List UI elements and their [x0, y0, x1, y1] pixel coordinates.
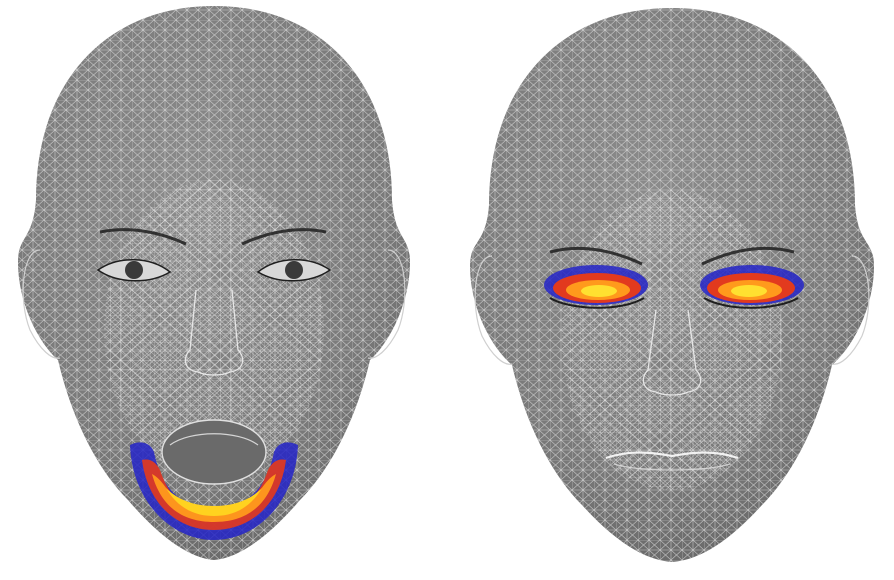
left-head-eye-right: [256, 259, 332, 282]
left-head-ear-left: [22, 249, 61, 359]
right-head-nose: [642, 309, 702, 396]
right-head-ear-left: [474, 255, 513, 365]
left-head-eye-left: [96, 259, 172, 282]
right-head-ear-right: [831, 255, 870, 365]
left-head-ear-right: [367, 249, 406, 359]
left-head-brow-right: [241, 228, 327, 246]
left-head-mouth-open: [161, 419, 267, 485]
left-head-brow-left: [99, 228, 187, 246]
right-head-brow-left: [549, 246, 643, 266]
right-head-mouth-closed: [605, 451, 739, 460]
left-head-heatmap-jaw: [130, 442, 298, 540]
left-head-nose: [184, 289, 244, 376]
right-head-heatmap-eye-left: [544, 265, 648, 309]
right-head-heatmap-eye-right: [700, 265, 804, 309]
left-head-wireframe: [18, 6, 410, 560]
left-head: [18, 6, 410, 560]
right-head: [470, 8, 874, 562]
right-head-brow-right: [701, 246, 795, 266]
right-head-wireframe: [470, 8, 874, 562]
